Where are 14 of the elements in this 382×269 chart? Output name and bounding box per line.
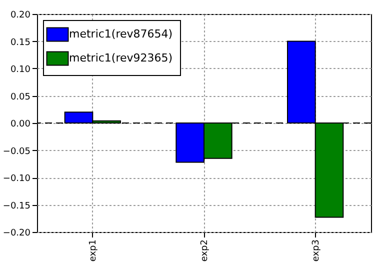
legend-label: metric1(rev92365) [69,52,173,64]
y-tick-label: 0.15 [10,38,30,48]
y-tick-label: 0.05 [10,92,30,102]
y-tick-label: −0.10 [2,174,31,184]
y-tick-label: 0.20 [10,10,31,20]
y-tick-label: 0.00 [10,120,31,130]
x-tick-label: exp2 [200,240,210,262]
y-tick-label: 0.10 [10,65,31,75]
y-tick-label: −0.20 [2,228,31,238]
y-tick-label: −0.05 [2,146,30,157]
x-tick-label: exp3 [311,240,322,262]
x-tick-label: exp1 [88,240,99,262]
y-tick-label: −0.15 [2,201,30,212]
legend-label: metric1(rev87654) [69,28,173,40]
